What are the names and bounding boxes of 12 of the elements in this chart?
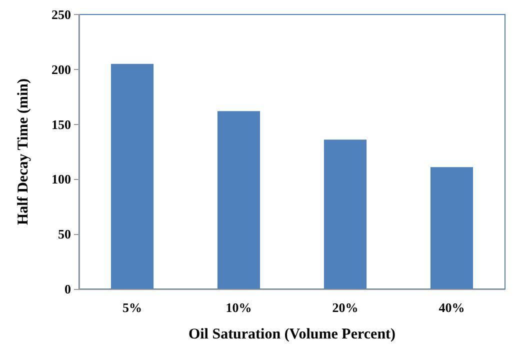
y-tick-label: 250 bbox=[52, 7, 71, 22]
x-tick-label: 10% bbox=[226, 300, 252, 315]
y-tick-label: 50 bbox=[58, 226, 71, 242]
y-tick-label: 200 bbox=[52, 62, 71, 77]
x-tick-label: 40% bbox=[438, 300, 465, 315]
y-axis-title: Half Decay Time (min) bbox=[16, 78, 32, 226]
y-tick-label: 0 bbox=[64, 282, 71, 296]
y-tick-label: 150 bbox=[52, 116, 71, 132]
y-tick-label: 100 bbox=[52, 172, 71, 187]
x-tick-label: 20% bbox=[332, 300, 358, 315]
x-axis-title: Oil Saturation (Volume Percent) bbox=[188, 326, 396, 342]
x-tick-label: 5% bbox=[122, 300, 142, 315]
